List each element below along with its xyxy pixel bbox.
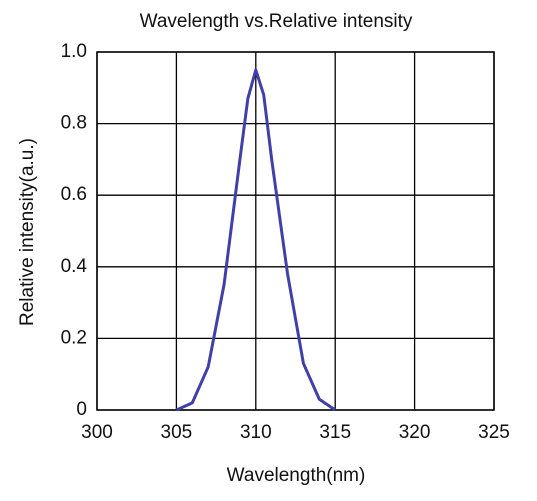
- y-tick-label: 0.2: [61, 327, 87, 348]
- y-tick-label: 0.8: [61, 113, 87, 134]
- y-tick-label: 0.4: [61, 256, 88, 277]
- y-tick-label: 1.0: [61, 41, 87, 62]
- y-axis-label: Relative intensity(a.u.): [17, 138, 38, 326]
- y-tick-label: 0: [76, 399, 87, 420]
- x-tick-label: 310: [240, 422, 272, 443]
- x-tick-label: 305: [161, 422, 193, 443]
- x-tick-label: 325: [478, 422, 510, 443]
- chart-title: Wavelength vs.Relative intensity: [140, 11, 413, 32]
- x-tick-label: 320: [399, 422, 431, 443]
- plot-frame: [96, 51, 495, 411]
- x-tick-label: 315: [319, 422, 351, 443]
- x-axis-label: Wavelength(nm): [227, 465, 366, 486]
- y-tick-label: 0.6: [61, 184, 87, 205]
- x-tick-label: 300: [81, 422, 113, 443]
- data-line: [175, 68, 337, 412]
